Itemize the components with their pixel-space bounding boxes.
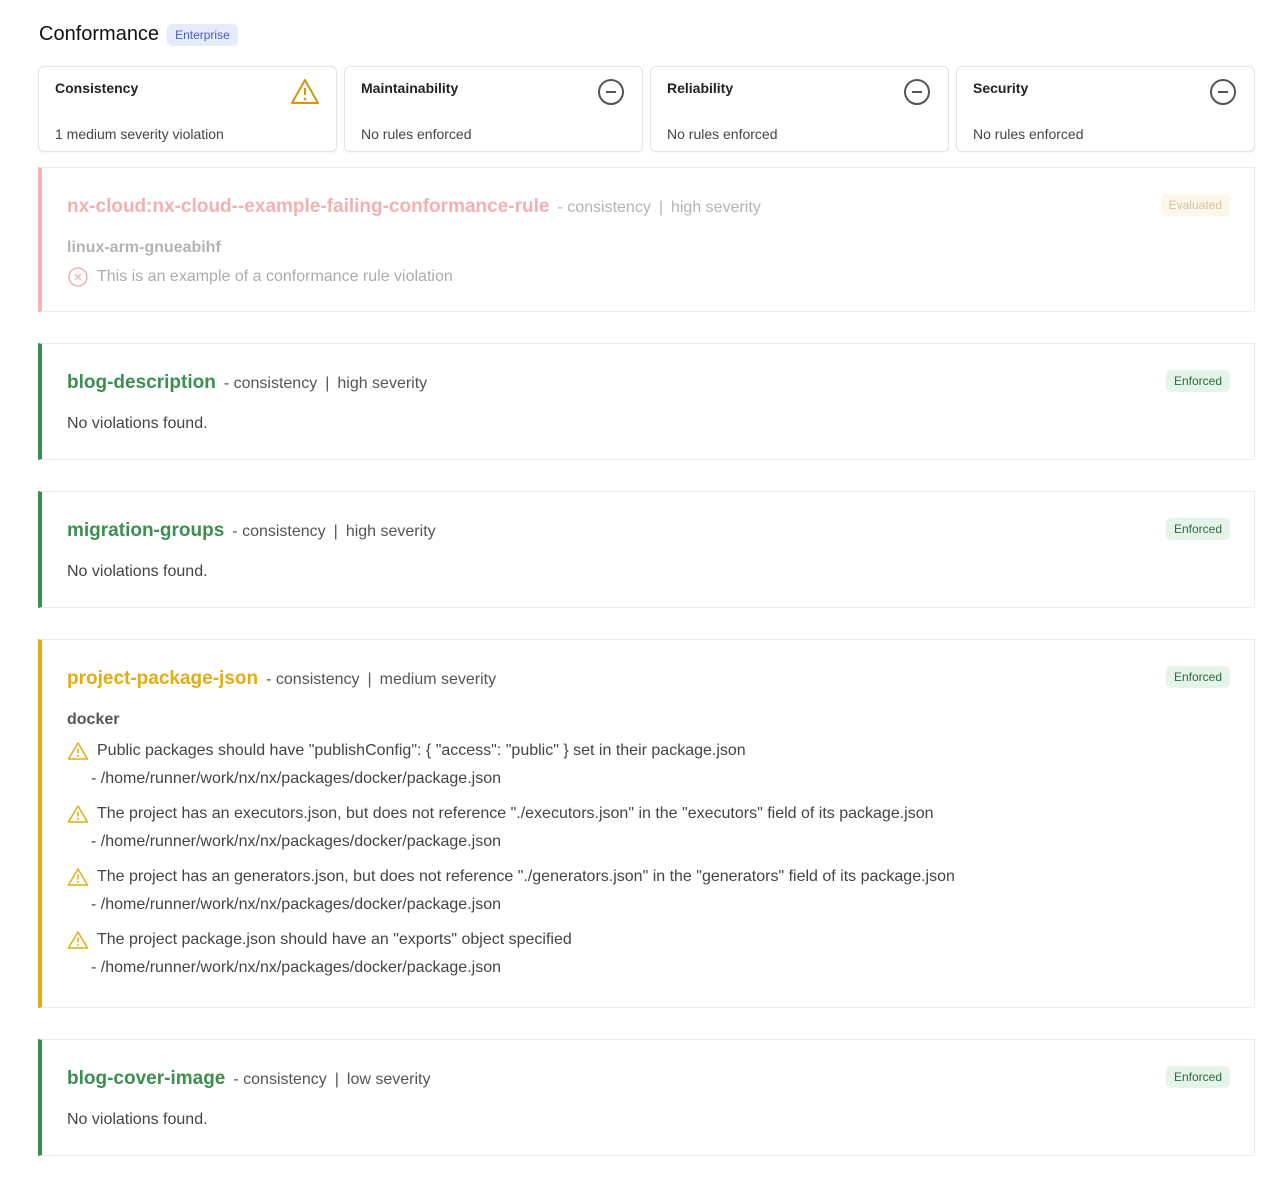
enterprise-badge: Enterprise bbox=[167, 23, 238, 46]
card-title: Reliability bbox=[667, 80, 734, 96]
rule-message: No violations found. bbox=[67, 563, 208, 580]
violation-path: - /home/runner/work/nx/nx/packages/docke… bbox=[91, 770, 501, 787]
rule-name[interactable]: project-package-json bbox=[67, 668, 259, 689]
warning-icon bbox=[67, 805, 89, 823]
project-name: docker bbox=[67, 711, 120, 728]
rule-severity: high severity bbox=[345, 523, 436, 540]
rule-category: consistency bbox=[567, 199, 651, 216]
status-badge: Enforced bbox=[1165, 518, 1230, 540]
violation-text: Public packages should have "publishConf… bbox=[97, 742, 746, 759]
error-circle-icon bbox=[68, 267, 88, 287]
rule-severity: medium severity bbox=[379, 671, 497, 688]
project-name: linux-arm-gnueabihf bbox=[67, 239, 221, 256]
rule-section: blog-cover-image - consistency | low severi… bbox=[38, 1039, 1255, 1156]
rule-category: consistency bbox=[243, 1071, 327, 1088]
rule-severity: low severity bbox=[346, 1071, 431, 1088]
rule-section: migration-groups - consistency | high sever… bbox=[38, 491, 1255, 608]
rule-category: consistency bbox=[242, 523, 326, 540]
violation-text: The project has an generators.json, but … bbox=[97, 868, 955, 885]
violation-text: This is an example of a conformance rule… bbox=[97, 268, 453, 285]
rule-severity: high severity bbox=[337, 375, 428, 392]
card-consistency[interactable]: Consistency 1 medium severity violation bbox=[38, 66, 337, 152]
status-badge: Enforced bbox=[1165, 370, 1230, 392]
rule-name[interactable]: migration-groups bbox=[67, 520, 225, 541]
rule-section: nx-cloud:nx-cloud--example-failing-confo… bbox=[38, 167, 1255, 312]
minus-circle-icon bbox=[598, 79, 624, 105]
rule-section: project-package-json - consistency | medium… bbox=[38, 639, 1255, 1008]
violation-text: The project package.json should have an … bbox=[97, 931, 572, 948]
violation-text: The project has an executors.json, but d… bbox=[97, 805, 934, 822]
card-reliability[interactable]: Reliability No rules enforced bbox=[650, 66, 949, 152]
card-title: Consistency bbox=[55, 80, 139, 96]
category-cards: Consistency 1 medium severity violation … bbox=[38, 66, 1255, 152]
warning-icon bbox=[67, 742, 89, 760]
minus-circle-icon bbox=[1210, 79, 1236, 105]
rule-name[interactable]: nx-cloud:nx-cloud--example-failing-confo… bbox=[67, 196, 550, 217]
violation-item: The project has an executors.json, but d… bbox=[67, 804, 955, 851]
rule-category: consistency bbox=[275, 671, 360, 688]
rule-category: consistency bbox=[233, 375, 318, 392]
violation-item: Public packages should have "publishConf… bbox=[67, 741, 955, 788]
card-maintainability[interactable]: Maintainability No rules enforced bbox=[344, 66, 643, 152]
card-security[interactable]: Security No rules enforced bbox=[956, 66, 1255, 152]
rule-message: No violations found. bbox=[67, 415, 208, 432]
violation-path: - /home/runner/work/nx/nx/packages/docke… bbox=[91, 833, 501, 850]
card-summary: No rules enforced bbox=[973, 126, 1084, 142]
rule-message: No violations found. bbox=[67, 1111, 208, 1128]
card-title: Maintainability bbox=[361, 80, 459, 96]
violation-path: - /home/runner/work/nx/nx/packages/docke… bbox=[91, 959, 501, 976]
minus-circle-icon bbox=[904, 79, 930, 105]
rule-name[interactable]: blog-cover-image bbox=[67, 1068, 226, 1089]
violation-path: - /home/runner/work/nx/nx/packages/docke… bbox=[91, 896, 501, 913]
rule-severity: high severity bbox=[670, 199, 761, 216]
card-summary: No rules enforced bbox=[361, 126, 472, 142]
page-header: Conformance Enterprise bbox=[39, 23, 238, 46]
status-badge: Enforced bbox=[1165, 1066, 1230, 1088]
violation-item: The project has an generators.json, but … bbox=[67, 867, 955, 914]
card-summary: No rules enforced bbox=[667, 126, 778, 142]
card-summary: 1 medium severity violation bbox=[55, 126, 224, 142]
warning-icon bbox=[291, 79, 319, 104]
warning-icon bbox=[67, 868, 89, 886]
status-badge: Evaluated bbox=[1160, 194, 1230, 216]
rule-name[interactable]: blog-description bbox=[67, 372, 216, 393]
warning-icon bbox=[67, 931, 89, 949]
violation-item: The project package.json should have an … bbox=[67, 930, 955, 977]
status-badge: Enforced bbox=[1165, 666, 1230, 688]
page-title: Conformance bbox=[39, 23, 160, 45]
rule-section: blog-description - consistency | high sever… bbox=[38, 343, 1255, 460]
card-title: Security bbox=[973, 80, 1029, 96]
